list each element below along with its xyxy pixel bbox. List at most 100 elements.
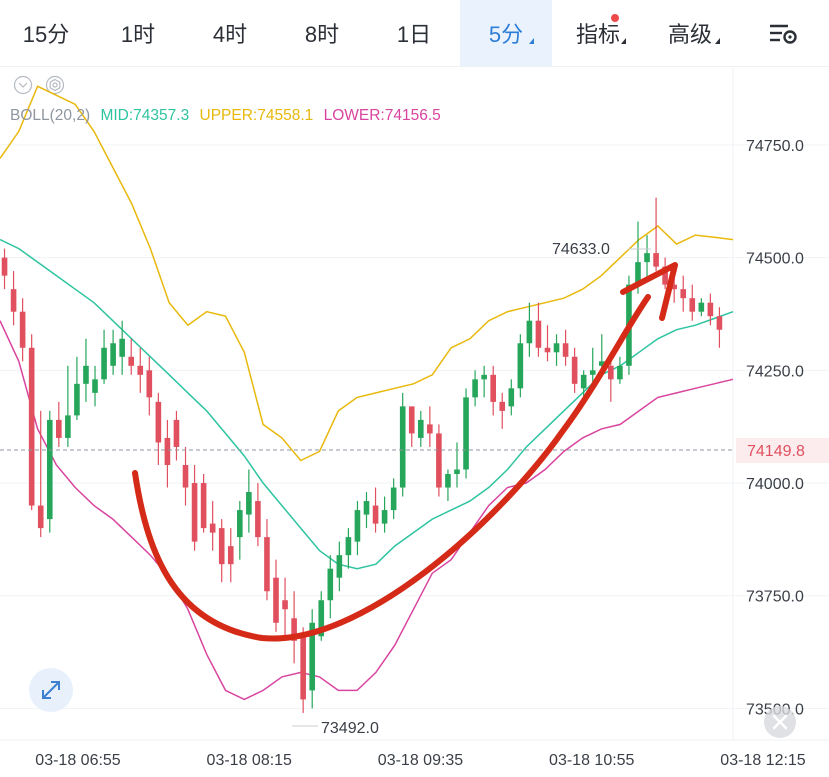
gridlines	[0, 144, 829, 709]
tab-label: 4时	[212, 22, 248, 47]
candle-body	[381, 510, 388, 524]
candle	[191, 464, 198, 551]
candle	[101, 329, 107, 384]
candle	[680, 275, 687, 312]
candle-body	[436, 433, 442, 488]
dropdown-triangle-icon	[621, 38, 626, 44]
indicator-settings-icon[interactable]	[45, 75, 65, 95]
candle-body	[517, 343, 524, 389]
candle-body	[200, 483, 207, 529]
tab-1d[interactable]: 1日	[368, 0, 460, 66]
candle-body	[689, 298, 696, 312]
candle-body	[300, 636, 306, 700]
candle	[137, 347, 144, 393]
candle	[255, 483, 261, 547]
candle-body	[589, 370, 596, 375]
candle	[10, 271, 17, 326]
candle-body	[119, 338, 125, 357]
candle	[37, 410, 44, 538]
candle-body	[399, 406, 406, 488]
candle	[707, 293, 714, 326]
candle-body	[716, 316, 723, 330]
candle-body	[662, 266, 668, 285]
candle-body	[544, 347, 551, 353]
candle	[653, 197, 659, 272]
candle-body	[463, 397, 469, 470]
candle-body	[28, 347, 35, 506]
tab-advanced[interactable]: 高级	[644, 0, 736, 66]
legend-name: BOLL(20,2)	[10, 107, 91, 124]
y-axis-labels: 74750.074500.074250.074000.073750.073500…	[746, 138, 804, 719]
candle	[363, 492, 370, 529]
candle	[146, 356, 153, 416]
tab-label: 1时	[120, 22, 156, 47]
candle	[354, 501, 361, 556]
candle	[454, 442, 460, 488]
tab-5m[interactable]: 5分	[460, 0, 552, 66]
candle	[273, 559, 279, 632]
candle	[309, 609, 316, 709]
candle-body	[345, 537, 352, 556]
candle	[436, 424, 442, 497]
candle-body	[472, 379, 478, 398]
candle	[119, 320, 125, 375]
candle-body	[427, 424, 433, 434]
legend-lower: LOWER:74156.5	[323, 107, 441, 124]
candle-body	[535, 320, 542, 348]
candle-body	[454, 469, 460, 475]
candle	[173, 410, 180, 461]
candle	[372, 487, 379, 533]
tab-8h[interactable]: 8时	[276, 0, 368, 66]
candle	[472, 370, 478, 407]
collapse-icon[interactable]	[13, 75, 33, 95]
boll-legend: BOLL(20,2) MID:74357.3 UPPER:74558.1 LOW…	[10, 107, 447, 125]
candle	[535, 302, 542, 357]
candle-body	[445, 474, 451, 488]
x-tick-label: 03-18 10:55	[549, 752, 635, 769]
candle-body	[209, 523, 216, 533]
candle-body	[264, 537, 270, 592]
candle-body	[508, 388, 515, 407]
candle-body	[182, 464, 189, 488]
candle	[417, 410, 424, 447]
candle-body	[191, 483, 198, 542]
candlestick-chart[interactable]: 74149.8 74633.0 73492.0 74750.0 74500.0 74…	[0, 66, 829, 777]
tab-4h[interactable]: 4时	[184, 0, 276, 66]
candle	[237, 501, 243, 560]
candle	[282, 577, 288, 641]
candle	[46, 410, 53, 533]
candle	[28, 334, 35, 511]
tab-label: 5分	[488, 22, 524, 47]
candle-body	[562, 343, 569, 357]
candle	[227, 528, 234, 583]
reset-view-button[interactable]	[764, 706, 796, 738]
candle-body	[363, 501, 370, 515]
candle-body	[128, 356, 135, 366]
candle-body	[46, 419, 53, 520]
chart-settings-button[interactable]	[736, 0, 829, 66]
candle-body	[408, 406, 415, 434]
candle	[517, 334, 524, 398]
candle	[698, 298, 705, 317]
candle	[264, 519, 270, 601]
expand-button[interactable]	[29, 668, 73, 712]
x-tick-label: 03-18 08:15	[207, 752, 293, 769]
y-tick-label: 74500.0	[746, 251, 804, 268]
candle	[463, 388, 469, 479]
candle-body	[309, 622, 316, 691]
candle	[164, 419, 171, 488]
candle	[209, 501, 216, 551]
low-value-label: 73492.0	[321, 720, 379, 737]
candle-body	[580, 374, 587, 389]
candle	[65, 365, 71, 447]
candle	[481, 365, 487, 398]
candle-body	[37, 505, 44, 529]
candle-body	[644, 253, 650, 263]
tab-15m[interactable]: 15分	[0, 0, 92, 66]
candle	[92, 365, 98, 407]
candle-body	[155, 401, 162, 443]
x-tick-label: 03-18 09:35	[378, 752, 464, 769]
tab-indicators[interactable]: 指标	[552, 0, 644, 66]
tab-1h[interactable]: 1时	[92, 0, 184, 66]
candle-body	[237, 510, 243, 538]
